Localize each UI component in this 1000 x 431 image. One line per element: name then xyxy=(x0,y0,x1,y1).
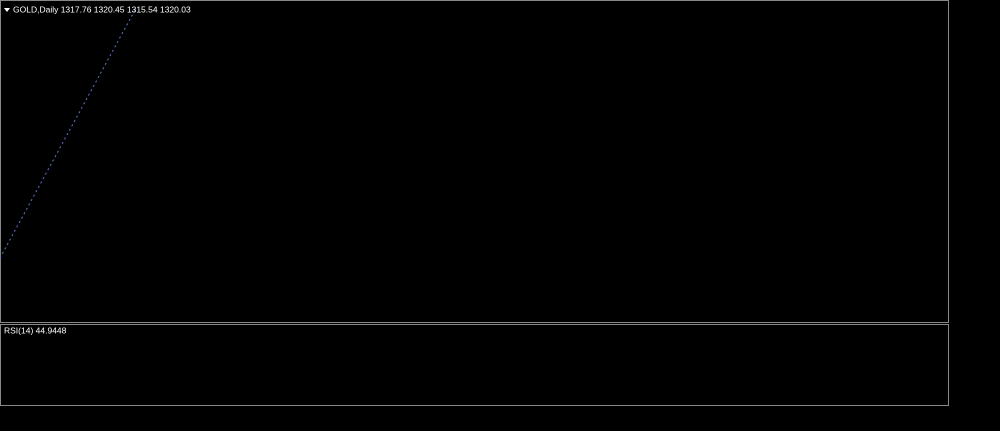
price-panel-frame xyxy=(0,0,949,323)
trend-line xyxy=(0,9,136,259)
rsi-panel-frame xyxy=(0,324,949,406)
text-layer: GOLD,Daily 1317.76 1320.45 1315.54 1320.… xyxy=(4,4,191,335)
menu-arrow xyxy=(4,8,10,12)
chart-title: GOLD,Daily 1317.76 1320.45 1315.54 1320.… xyxy=(13,4,191,14)
rsi-title: RSI(14) 44.9448 xyxy=(4,325,67,335)
